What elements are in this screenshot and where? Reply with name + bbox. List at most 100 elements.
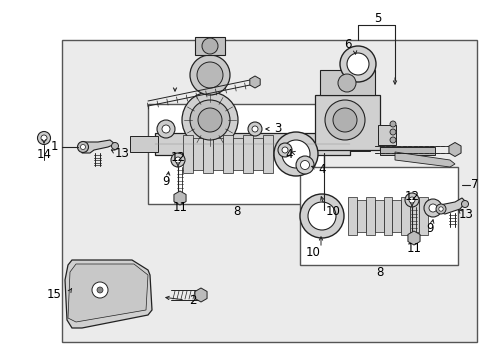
Bar	[263, 135, 272, 173]
Bar	[347, 197, 356, 235]
Bar	[203, 135, 213, 173]
Circle shape	[408, 197, 414, 203]
Polygon shape	[174, 191, 185, 205]
Text: 13: 13	[114, 148, 129, 161]
Text: 8: 8	[233, 206, 240, 219]
Text: 11: 11	[172, 202, 187, 215]
Circle shape	[389, 129, 395, 135]
Circle shape	[325, 100, 364, 140]
Bar	[409, 201, 418, 231]
Text: 9: 9	[426, 222, 433, 235]
Circle shape	[97, 287, 103, 293]
Text: 2: 2	[189, 294, 196, 307]
Text: 11: 11	[406, 242, 421, 255]
Text: 4: 4	[285, 148, 292, 162]
Bar	[155, 133, 349, 155]
Circle shape	[247, 122, 262, 136]
Bar	[243, 135, 252, 173]
Bar	[148, 104, 324, 204]
Polygon shape	[68, 264, 148, 322]
Circle shape	[81, 144, 85, 149]
Bar	[195, 37, 224, 55]
Bar	[223, 135, 232, 173]
Text: 3: 3	[274, 122, 281, 135]
Circle shape	[337, 74, 355, 92]
Bar	[392, 201, 401, 231]
Text: 4: 4	[318, 163, 325, 176]
Bar	[377, 125, 395, 145]
Circle shape	[202, 38, 218, 54]
Bar	[213, 138, 223, 170]
Circle shape	[435, 204, 445, 214]
Bar	[183, 135, 193, 173]
Bar	[401, 197, 409, 235]
Polygon shape	[82, 140, 115, 153]
Circle shape	[404, 193, 418, 207]
Circle shape	[190, 100, 229, 140]
Circle shape	[389, 121, 395, 127]
Bar	[62, 40, 476, 342]
Circle shape	[77, 141, 88, 153]
Circle shape	[86, 276, 114, 304]
Circle shape	[438, 207, 442, 211]
Text: 10: 10	[325, 206, 340, 219]
Circle shape	[198, 108, 222, 132]
Circle shape	[162, 125, 170, 133]
Text: 13: 13	[458, 208, 472, 221]
Bar	[193, 138, 203, 170]
Circle shape	[389, 137, 395, 143]
Circle shape	[346, 53, 368, 75]
Bar	[374, 201, 383, 231]
Circle shape	[307, 202, 335, 230]
Text: 1: 1	[50, 140, 58, 153]
Text: 7: 7	[470, 179, 478, 192]
Text: 6: 6	[344, 37, 351, 50]
Circle shape	[282, 147, 287, 153]
Circle shape	[428, 204, 436, 212]
Text: 15: 15	[47, 288, 62, 301]
Bar	[356, 201, 365, 231]
Bar	[252, 138, 263, 170]
Circle shape	[461, 201, 468, 207]
Text: 10: 10	[305, 246, 320, 258]
Text: 14: 14	[37, 148, 51, 161]
Circle shape	[197, 62, 223, 88]
Polygon shape	[195, 288, 206, 302]
Polygon shape	[65, 260, 152, 328]
Circle shape	[295, 156, 313, 174]
Circle shape	[273, 132, 317, 176]
Circle shape	[182, 92, 238, 148]
Circle shape	[423, 199, 441, 217]
Bar	[319, 70, 374, 95]
Bar	[349, 137, 369, 151]
Circle shape	[171, 153, 184, 167]
Circle shape	[300, 161, 309, 170]
Polygon shape	[437, 198, 465, 214]
Text: 8: 8	[376, 265, 383, 279]
Bar	[365, 197, 374, 235]
Circle shape	[38, 131, 50, 144]
Circle shape	[111, 143, 118, 149]
Polygon shape	[448, 143, 460, 157]
Polygon shape	[249, 76, 260, 88]
Circle shape	[339, 46, 375, 82]
Circle shape	[282, 140, 309, 168]
Circle shape	[251, 126, 258, 132]
Circle shape	[92, 282, 108, 298]
Bar	[418, 197, 427, 235]
Text: 12: 12	[170, 152, 185, 165]
Text: 12: 12	[404, 190, 419, 203]
Circle shape	[278, 143, 291, 157]
Circle shape	[157, 120, 175, 138]
Bar	[130, 136, 158, 152]
Text: 9: 9	[162, 175, 169, 189]
Bar	[299, 167, 457, 265]
Bar	[383, 197, 392, 235]
Circle shape	[41, 135, 47, 141]
Polygon shape	[394, 152, 454, 167]
Bar	[379, 147, 434, 155]
Bar	[314, 95, 379, 150]
Text: 5: 5	[373, 12, 381, 24]
Circle shape	[332, 108, 356, 132]
Circle shape	[299, 194, 343, 238]
